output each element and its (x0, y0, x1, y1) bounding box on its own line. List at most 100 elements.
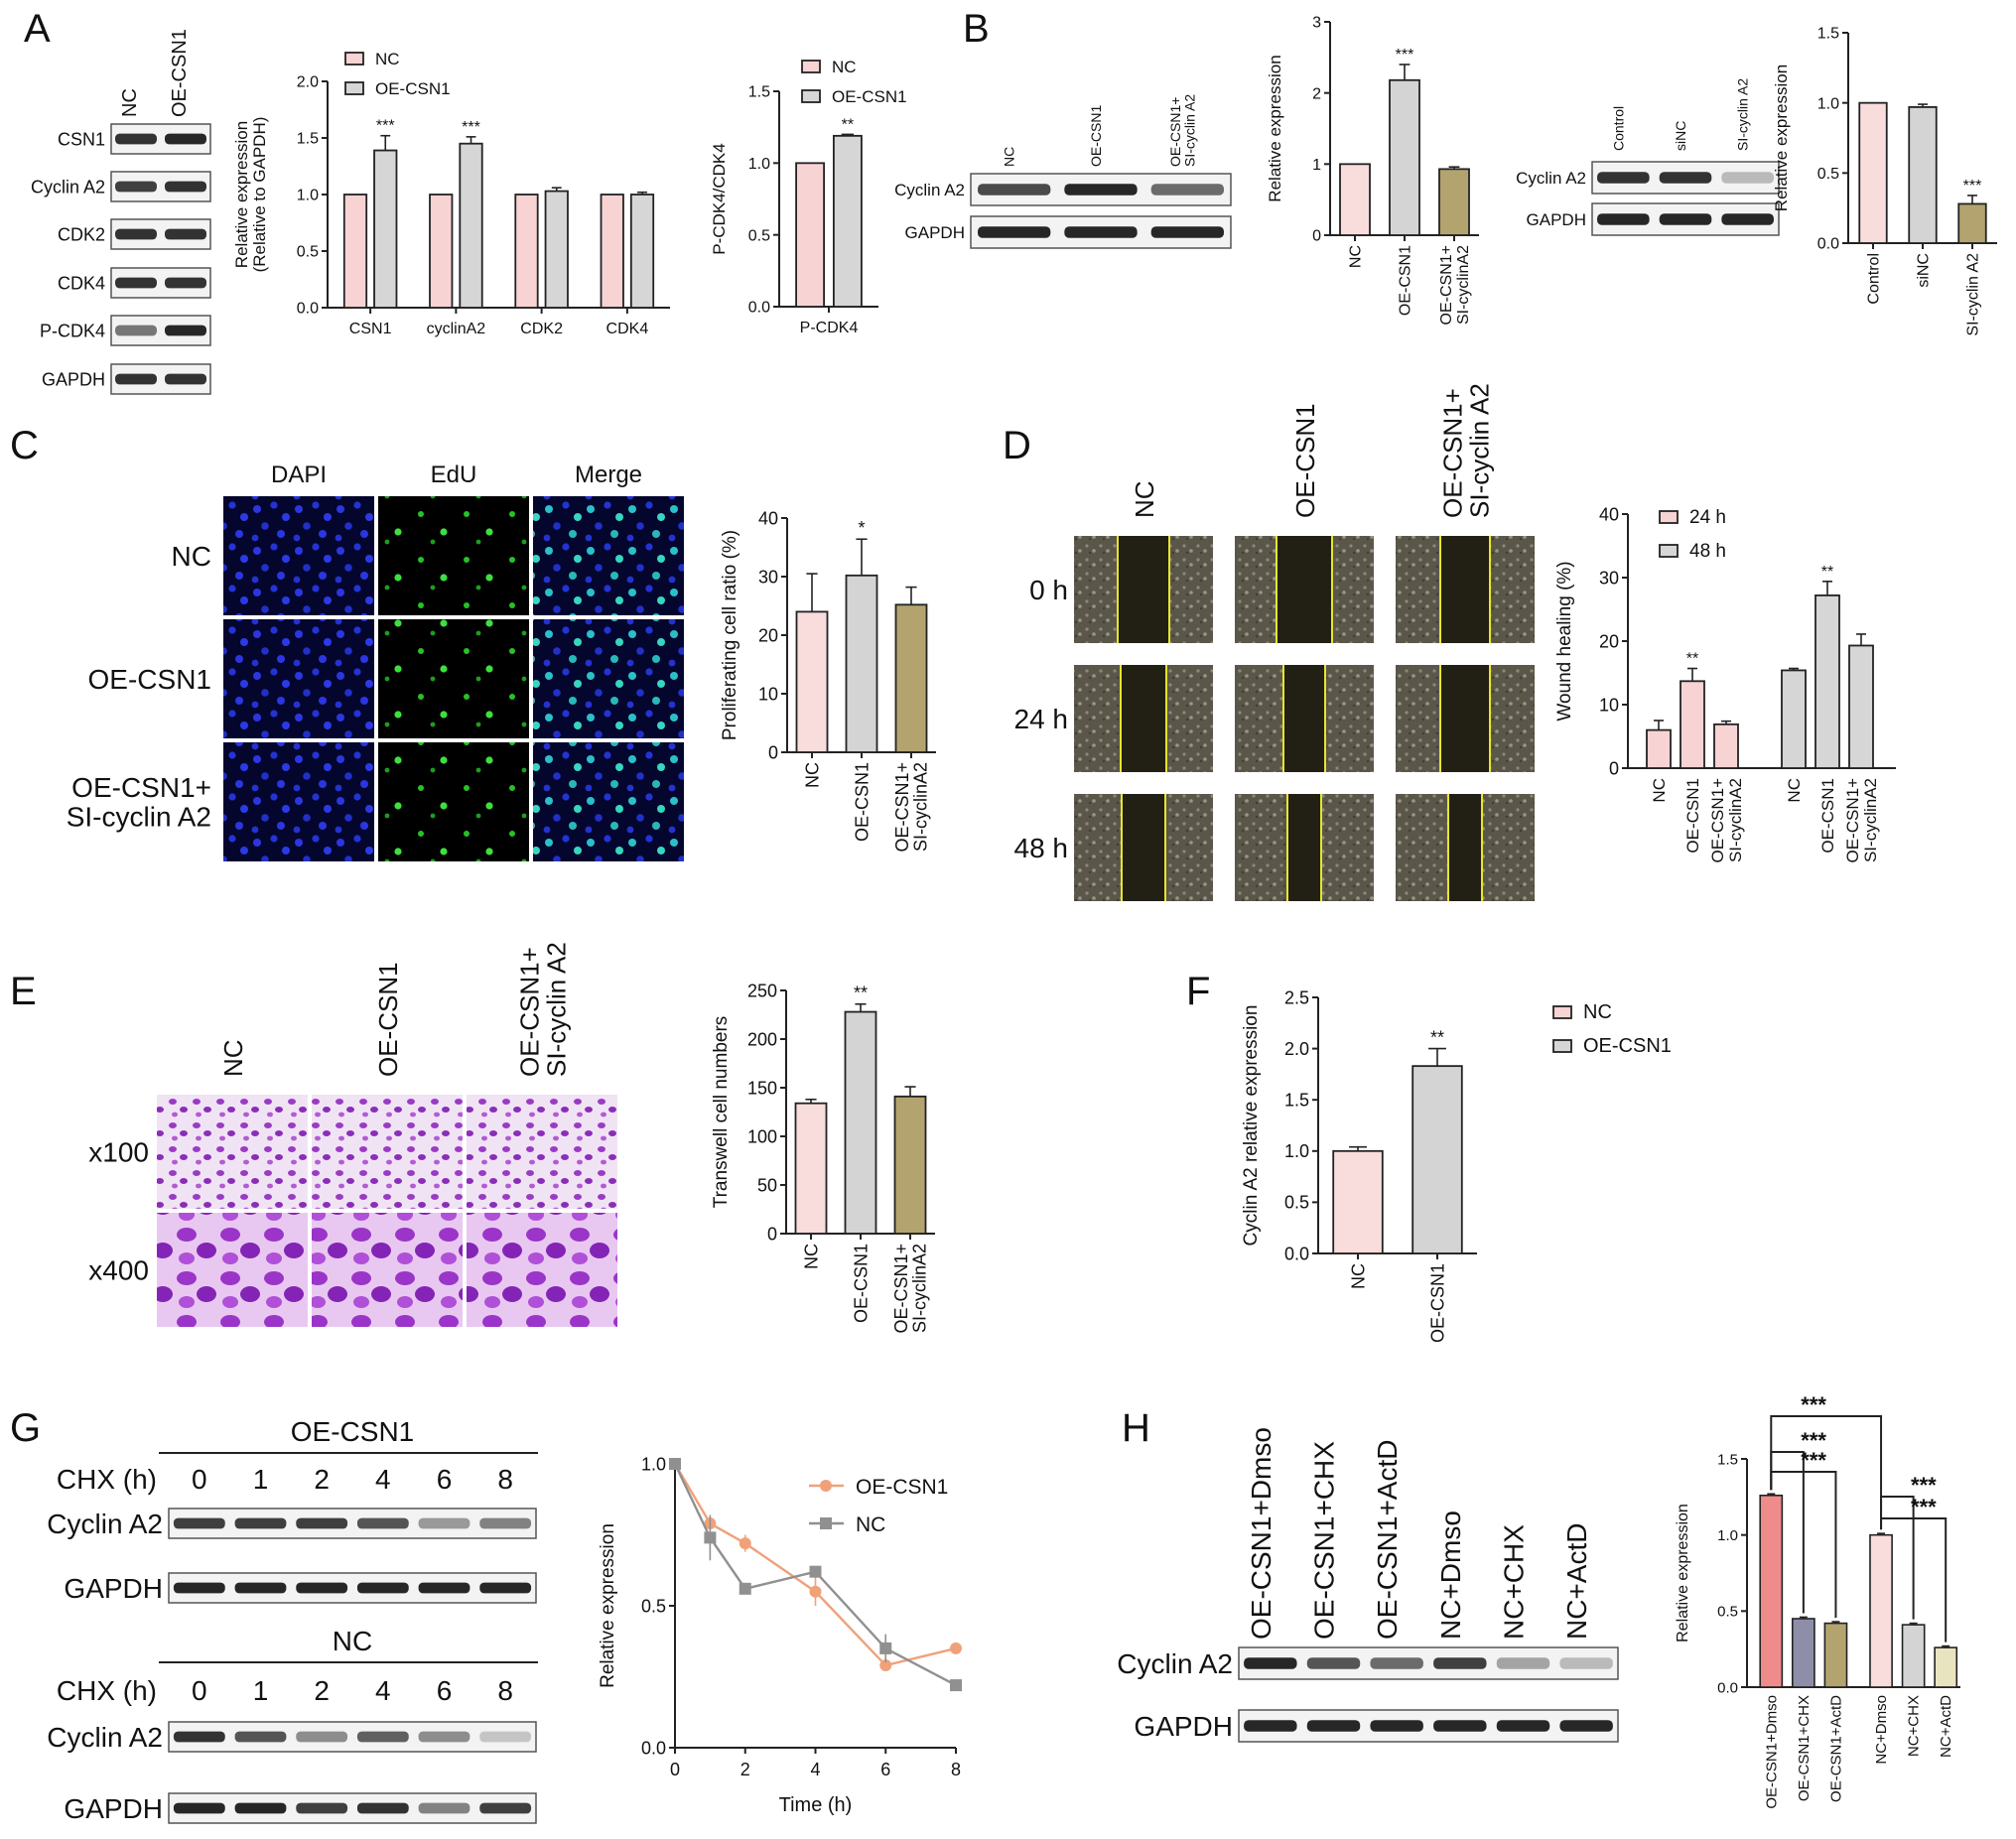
blot-column-label: 6 (437, 1675, 453, 1706)
data-point (950, 1679, 962, 1692)
significance-label: *** (1911, 1495, 1937, 1519)
blot-title: NC (333, 1626, 372, 1656)
x-tick-label: Control (1866, 253, 1883, 305)
micrograph-image (467, 1095, 617, 1209)
y-tick-label: 1.5 (748, 84, 770, 101)
label-line: SI-cyclinA2 (1726, 778, 1745, 862)
x-tick-label: NC (801, 1244, 821, 1269)
panel-label-a: A (24, 7, 51, 51)
blot-band (234, 1517, 287, 1529)
legend-label: OE-CSN1 (832, 87, 907, 106)
blot-band (165, 373, 206, 385)
panel-label-c: C (10, 424, 39, 467)
series-line (673, 1463, 957, 1667)
y-tick-label: 0.5 (1284, 1193, 1309, 1213)
x-tick-label: OE-CSN1 (1683, 778, 1702, 854)
x-axis-label: Time (h) (779, 1794, 853, 1816)
bar-chart-a2: 0.0 0.5 1.0 1.5 P-CDK4/CDK4 P-CDK4 ** NC OE-CSN1 (710, 58, 907, 336)
legend-swatch (801, 89, 821, 103)
x-tick-label: CSN1 (349, 321, 392, 337)
blot-column-label: 1 (253, 1675, 269, 1706)
western-blot-b-blot1: NC OE-CSN1 OE-CSN1+SI-cyclin A2 Cyclin A2 GA… (894, 94, 1232, 249)
blot-band (479, 1731, 532, 1743)
blot-band (1306, 1720, 1361, 1732)
bar (1814, 594, 1840, 769)
y-tick-label: 250 (747, 981, 777, 1000)
bar (1858, 101, 1888, 244)
y-tick-label: 40 (1599, 504, 1619, 524)
data-point (809, 1585, 822, 1598)
blot-band (115, 228, 157, 240)
legend-swatch (1552, 1039, 1572, 1053)
y-tick-label: 200 (747, 1029, 777, 1049)
blot-row-label: GAPDH (64, 1793, 163, 1824)
blot-band (479, 1517, 532, 1529)
significance-label: *** (376, 118, 395, 135)
blot-strip (1238, 1709, 1619, 1743)
blot-band (418, 1517, 470, 1529)
blot-band (165, 325, 206, 336)
x-tick-label: 6 (880, 1760, 890, 1779)
y-tick-label: 20 (1599, 631, 1619, 651)
micrograph-image (533, 742, 684, 861)
bar (894, 603, 928, 753)
blot-column-label: 0 (192, 1464, 207, 1495)
panel-label-g: G (10, 1406, 41, 1450)
blot-band (1433, 1720, 1487, 1732)
x-tick-label: OE-CSN1+Dmso (1763, 1695, 1780, 1809)
x-tick-label: 0 (670, 1760, 680, 1779)
y-tick-label: 2.0 (1284, 1039, 1309, 1059)
significance-label: *** (462, 119, 480, 136)
legend-swatch (1659, 510, 1679, 524)
blot-band (115, 181, 157, 193)
x-tick-label: OE-CSN1 (1398, 245, 1414, 316)
micrograph-image (157, 1095, 308, 1209)
bar (795, 162, 825, 308)
blot-row-label: Cyclin A2 (1516, 169, 1586, 188)
blot-column-label: 2 (314, 1464, 330, 1495)
label-line: OE-CSN1+ (514, 947, 544, 1077)
legend-marker (820, 1517, 832, 1529)
y-tick-label: 0 (767, 1224, 777, 1244)
bar-chart-h: 0.0 0.5 1.0 1.5 Relative expression OE-CSN1+D… (1675, 1392, 1960, 1809)
western-blot-b-blot2: Control siNC SI-cyclin A2 Cyclin A2 GAPDH (1516, 78, 1780, 236)
blot-row-label: CDK2 (58, 224, 105, 244)
blot-row-label: GAPDH (905, 223, 965, 242)
blot-band (977, 226, 1051, 238)
x-tick-label: OE-CSN1+SI-cyclinA2 (1843, 778, 1880, 863)
label-line: OE-CSN1+ (71, 772, 211, 803)
bar-chart-e: 0 50 100 150 200 250 Transwell cell numbers NC *… (711, 981, 935, 1334)
blot-band (1721, 172, 1774, 184)
significance-label: *** (1801, 1448, 1826, 1473)
blot-band (115, 373, 157, 385)
blot-band (356, 1802, 409, 1814)
legend-label: OE-CSN1 (375, 79, 451, 98)
y-tick-label: 20 (758, 625, 778, 645)
x-tick-label: OE-CSN1 (1818, 778, 1837, 854)
blot-row-label: P-CDK4 (40, 321, 105, 340)
legend-label: NC (375, 50, 400, 68)
data-point (950, 1642, 962, 1654)
wound-gap (1448, 794, 1482, 901)
label-line: SI-cyclinA2 (910, 1244, 930, 1333)
blot-band (1597, 213, 1650, 225)
blot-band (1559, 1657, 1613, 1669)
x-tick-label: NC (802, 762, 822, 788)
bar (544, 190, 569, 309)
blot-band (1721, 213, 1774, 225)
micrograph-image (533, 619, 684, 738)
micrograph-grid-d-wound: NC OE-CSN1 OE-CSN1+SI-cyclin A2 0 h 24 h 48 h (1014, 383, 1535, 901)
blot-row-label: Cyclin A2 (1117, 1648, 1233, 1679)
significance-label: *** (1963, 178, 1982, 195)
label-line: OE-CSN1+ (1437, 388, 1467, 518)
legend-label: NC (832, 58, 857, 76)
y-tick-label: 0 (1609, 758, 1619, 778)
blot-strip (168, 1508, 537, 1539)
x-tick-label: OE-CSN1 (1427, 1263, 1447, 1343)
y-axis-label: Relative expression(Relative to GAPDH) (232, 117, 269, 273)
blot-strip (168, 1721, 537, 1753)
blot-row-label: Cyclin A2 (894, 181, 965, 199)
label-line: SI-cyclin A2 (67, 802, 211, 833)
blot-band (115, 133, 157, 145)
